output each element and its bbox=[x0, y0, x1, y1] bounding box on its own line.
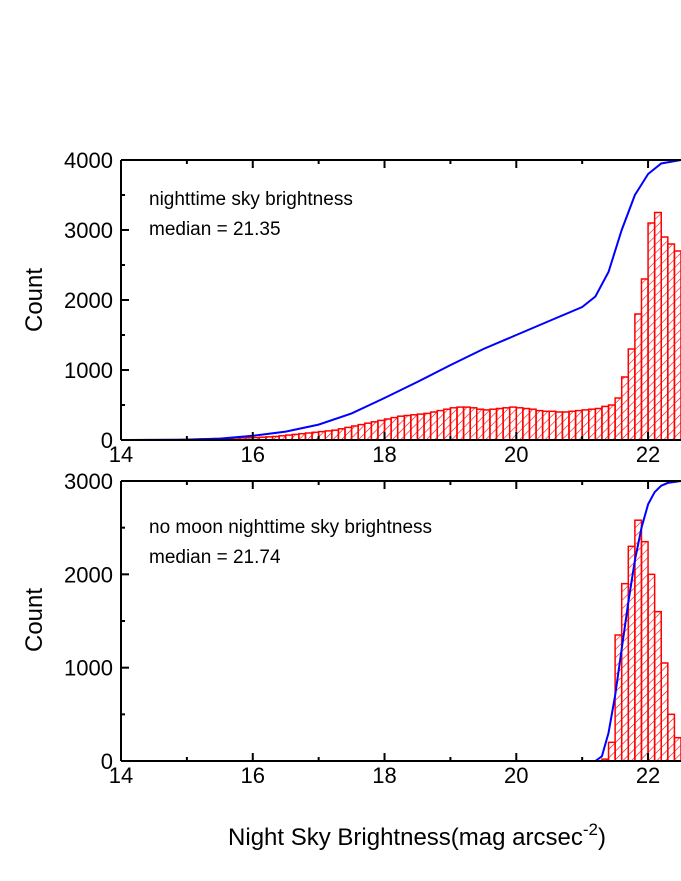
bottom-histogram-bar bbox=[673, 736, 681, 762]
x-axis-title: Night Sky Brightness(mag arcsec-2) bbox=[228, 820, 606, 851]
top-annotation-line-1: nighttime sky brightness bbox=[149, 189, 353, 210]
top-histogram-bar bbox=[647, 222, 656, 441]
top-histogram-bar bbox=[561, 411, 570, 441]
top-y-tick-label: 3000 bbox=[64, 218, 113, 243]
top-histogram-bar bbox=[410, 414, 419, 441]
top-histogram-bar bbox=[653, 211, 662, 441]
bottom-histogram-bar bbox=[607, 741, 616, 762]
bottom-y-tick-label: 3000 bbox=[64, 469, 113, 494]
bottom-y-tick-label: 2000 bbox=[64, 562, 113, 587]
bottom-histogram-bar bbox=[653, 610, 662, 762]
top-histogram-bar bbox=[607, 404, 616, 441]
bottom-y-tick-label: 0 bbox=[101, 749, 113, 774]
top-histogram-bar bbox=[574, 409, 583, 441]
top-histogram-bar bbox=[541, 410, 550, 441]
top-y-tick-label: 1000 bbox=[64, 358, 113, 383]
bottom-x-tick-label: 14 bbox=[109, 763, 133, 788]
top-x-tick-label: 18 bbox=[372, 442, 396, 467]
top-histogram-bar bbox=[337, 428, 346, 441]
top-histogram-bar bbox=[403, 414, 412, 441]
bottom-y-axis-title: Count bbox=[21, 588, 48, 652]
top-histogram-bar bbox=[568, 410, 577, 441]
top-histogram-bar bbox=[443, 408, 452, 441]
top-histogram-bar bbox=[429, 411, 438, 441]
top-histogram-bar bbox=[667, 243, 676, 441]
top-histogram-bar bbox=[522, 407, 531, 441]
top-histogram-bar bbox=[390, 416, 399, 441]
top-histogram-bar bbox=[482, 409, 491, 441]
top-y-tick-label: 0 bbox=[101, 428, 113, 453]
top-histogram-bar bbox=[370, 421, 379, 441]
top-histogram-bar bbox=[594, 407, 603, 441]
bottom-annotation-line-2: median = 21.74 bbox=[149, 547, 281, 568]
top-y-axis-title: Count bbox=[21, 268, 48, 332]
top-y-tick-label: 2000 bbox=[64, 288, 113, 313]
bottom-histogram-bar bbox=[667, 713, 676, 762]
x-axis-title-superscript: -2 bbox=[583, 820, 598, 839]
top-histogram-bar bbox=[469, 407, 478, 441]
x-axis-title-main: Night Sky Brightness(mag arcsec bbox=[228, 824, 583, 851]
bottom-histogram-bars bbox=[601, 519, 681, 762]
top-axes: 14 16 18 20 22 0 1000 2000 3000 4000 bbox=[64, 148, 681, 467]
top-histogram-bar bbox=[476, 408, 485, 441]
top-histogram-bar bbox=[634, 313, 643, 441]
top-histogram-bar bbox=[462, 406, 471, 441]
top-histogram-bar bbox=[449, 407, 458, 441]
top-histogram-bar bbox=[456, 406, 465, 441]
top-histogram-bar bbox=[588, 408, 597, 441]
top-histogram-bar bbox=[436, 409, 445, 441]
top-histogram-bar bbox=[331, 429, 340, 441]
top-histogram-bar bbox=[640, 278, 649, 441]
top-histogram-bar bbox=[620, 376, 630, 441]
top-histogram-bar bbox=[364, 422, 373, 441]
bottom-x-tick-label: 18 bbox=[372, 763, 396, 788]
top-histogram-bar bbox=[396, 415, 406, 441]
top-histogram-bar bbox=[324, 430, 333, 441]
top-histogram-bar bbox=[614, 397, 623, 441]
top-histogram-bar bbox=[357, 423, 366, 441]
top-histogram-bar bbox=[423, 412, 432, 441]
top-histogram-bar bbox=[535, 409, 544, 441]
bottom-axes: 14 16 18 20 22 0 1000 2000 3000 bbox=[64, 469, 681, 788]
top-cumulative-curve bbox=[120, 159, 681, 441]
top-histogram-bar bbox=[548, 410, 557, 441]
top-histogram-bar bbox=[601, 405, 610, 441]
top-x-tick-label: 22 bbox=[636, 442, 660, 467]
bottom-histogram-bar bbox=[647, 573, 656, 762]
bottom-histogram-bar bbox=[660, 662, 669, 762]
top-histogram-bar bbox=[304, 432, 313, 441]
top-x-tick-label: 14 bbox=[109, 442, 133, 467]
top-histogram-bar bbox=[489, 408, 498, 441]
top-x-tick-label: 20 bbox=[504, 442, 528, 467]
top-histogram-bar bbox=[344, 426, 353, 441]
top-x-tick-label: 16 bbox=[241, 442, 265, 467]
top-panel: 14 16 18 20 22 0 1000 2000 3000 4000 Count nightt… bbox=[21, 148, 681, 467]
top-histogram-bar bbox=[660, 236, 669, 441]
bottom-panel: 14 16 18 20 22 0 1000 2000 3000 Count no moon ni… bbox=[21, 469, 681, 788]
bottom-histogram-bar bbox=[640, 540, 649, 762]
x-axis-title-end: ) bbox=[598, 824, 606, 851]
top-histogram-bar bbox=[502, 407, 511, 441]
bottom-x-tick-label: 20 bbox=[504, 763, 528, 788]
top-y-tick-label: 4000 bbox=[64, 148, 113, 173]
bottom-x-tick-label: 16 bbox=[241, 763, 265, 788]
top-histogram-bar bbox=[673, 250, 681, 441]
top-histogram-bar bbox=[581, 409, 590, 441]
bottom-y-tick-label: 1000 bbox=[64, 656, 113, 681]
bottom-cumulative-curve bbox=[594, 480, 681, 762]
top-histogram-bar bbox=[627, 348, 636, 441]
top-histogram-bar bbox=[528, 408, 537, 441]
top-histogram-bar bbox=[350, 425, 359, 441]
top-histogram-bar bbox=[416, 413, 425, 441]
top-histogram-bars bbox=[172, 211, 681, 441]
bottom-annotation-line-1: no moon nighttime sky brightness bbox=[149, 517, 432, 538]
top-annotation-line-2: median = 21.35 bbox=[149, 219, 281, 240]
top-histogram-bar bbox=[555, 411, 564, 441]
top-histogram-bar bbox=[495, 407, 504, 441]
bottom-x-tick-label: 22 bbox=[636, 763, 660, 788]
